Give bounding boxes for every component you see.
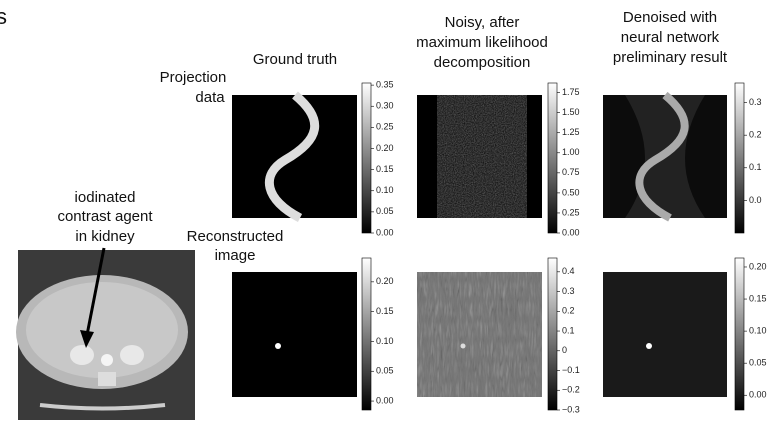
colorbar-tick-label: 0.00 xyxy=(749,390,767,400)
colorbar-tick-label: 0.00 xyxy=(376,227,394,237)
colorbar-tick-label: 1.25 xyxy=(562,127,580,137)
column-title: Denoised with xyxy=(623,9,717,26)
annotation: iodinated xyxy=(75,189,136,206)
colorbar-tick-label: 0.05 xyxy=(749,358,767,368)
row-title: image xyxy=(215,247,256,264)
row-title: Projection xyxy=(160,69,227,86)
colorbar xyxy=(548,258,557,410)
colorbar-tick-label: 0.2 xyxy=(562,306,575,316)
annotation: contrast agent xyxy=(57,208,153,225)
colorbar-tick-label: 0.10 xyxy=(376,336,394,346)
colorbar-tick-label: −0.1 xyxy=(562,365,580,375)
figure: s Ground truth Noisy, after maximum like… xyxy=(0,0,769,425)
colorbar-tick-label: 0.35 xyxy=(376,79,394,89)
colorbar-tick-label: 0.20 xyxy=(749,261,767,271)
projection-noisy xyxy=(417,86,542,226)
projection-denoised xyxy=(603,95,727,218)
colorbar-tick-label: 0.00 xyxy=(562,227,580,237)
colorbar xyxy=(735,83,744,233)
colorbar-tick-label: 0.20 xyxy=(376,143,394,153)
colorbar-tick-label: 0.50 xyxy=(562,187,580,197)
colorbar-tick-label: 0.10 xyxy=(376,185,394,195)
colorbar-tick-label: 1.50 xyxy=(562,107,580,117)
colorbar-tick-label: −0.2 xyxy=(562,385,580,395)
column-title: neural network xyxy=(621,29,720,46)
colorbar-tick-label: 0.15 xyxy=(376,306,394,316)
projection-ground-truth xyxy=(232,95,357,218)
row-title: Reconstructed xyxy=(187,228,284,245)
reconstruction-noisy xyxy=(417,272,542,397)
colorbar-tick-label: 0.30 xyxy=(376,101,394,111)
colorbar-tick-label: 0.3 xyxy=(562,286,575,296)
reconstruction-ground-truth xyxy=(232,272,357,397)
ct-image xyxy=(16,250,195,420)
colorbar xyxy=(362,83,371,233)
column-title: Ground truth xyxy=(253,51,337,68)
colorbar xyxy=(548,83,557,233)
colorbar xyxy=(735,258,744,410)
page: s Ground truth Noisy, after maximum like… xyxy=(0,0,769,425)
colorbar-tick-label: 0.25 xyxy=(376,122,394,132)
column-title: Noisy, after xyxy=(445,14,520,31)
colorbar-tick-label: 1.00 xyxy=(562,147,580,157)
colorbar-tick-label: 0.25 xyxy=(562,207,580,217)
column-title: maximum likelihood xyxy=(416,34,548,51)
colorbar-tick-label: 0.15 xyxy=(749,293,767,303)
colorbar-tick-label: −0.3 xyxy=(562,404,580,414)
colorbar-tick-label: 0.0 xyxy=(749,195,762,205)
colorbar-tick-label: 0.1 xyxy=(749,162,762,172)
colorbar-tick-label: 0.20 xyxy=(376,276,394,286)
cut-title: s xyxy=(0,4,7,29)
colorbar-tick-label: 0.15 xyxy=(376,164,394,174)
colorbar-tick-label: 0 xyxy=(562,345,567,355)
colorbar-tick-label: 1.75 xyxy=(562,87,580,97)
row-title: data xyxy=(195,89,225,106)
column-title: decomposition xyxy=(434,54,531,71)
colorbar-tick-label: 0.75 xyxy=(562,167,580,177)
colorbar-tick-label: 0.3 xyxy=(749,97,762,107)
colorbar xyxy=(362,258,371,410)
column-title: preliminary result xyxy=(613,49,728,66)
reconstruction-denoised xyxy=(603,272,727,397)
colorbar-tick-label: 0.2 xyxy=(749,130,762,140)
colorbar-tick-label: 0.00 xyxy=(376,395,394,405)
annotation: in kidney xyxy=(75,228,135,245)
colorbar-tick-label: 0.05 xyxy=(376,366,394,376)
colorbar-tick-label: 0.1 xyxy=(562,325,575,335)
colorbar-tick-label: 0.4 xyxy=(562,266,575,276)
colorbar-tick-label: 0.05 xyxy=(376,206,394,216)
colorbar-tick-label: 0.10 xyxy=(749,325,767,335)
